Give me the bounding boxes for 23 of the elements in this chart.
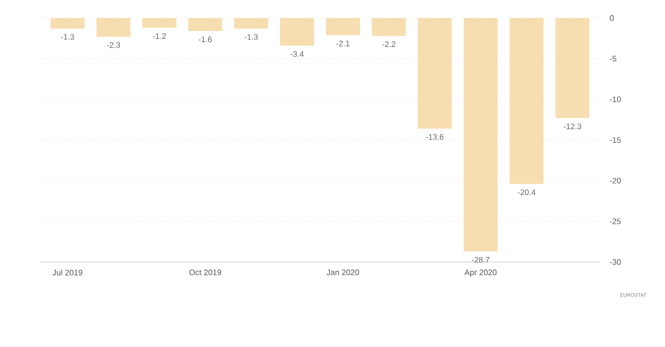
data-label: -3.4 [290,51,304,57]
y-tick-label: -15 [610,137,621,143]
data-label: -13.6 [426,134,444,140]
y-tick-label: -5 [610,56,616,62]
data-label: -2.3 [106,42,120,48]
data-label: -1.3 [244,34,258,40]
x-tick-label: Jul 2019 [52,270,82,276]
data-label: -1.3 [61,34,74,40]
data-label: -1.6 [198,36,212,42]
data-label: -2.1 [336,40,350,46]
y-tick-label: -20 [610,178,621,184]
x-tick-label: Jan 2020 [326,270,360,276]
data-label: -12.3 [564,124,582,130]
y-tick-label: 0 [610,15,614,21]
data-label: -1.2 [152,33,166,39]
y-tick-label: -25 [610,218,621,224]
data-label: -2.2 [382,41,396,48]
x-tick-label: Oct 2019 [189,270,222,276]
y-tick-label: -10 [610,96,621,102]
data-label: -28.7 [472,256,490,263]
data-label: -20.4 [518,189,536,196]
x-tick-label: Apr 2020 [464,270,497,277]
y-tick-label: -30 [610,259,621,265]
